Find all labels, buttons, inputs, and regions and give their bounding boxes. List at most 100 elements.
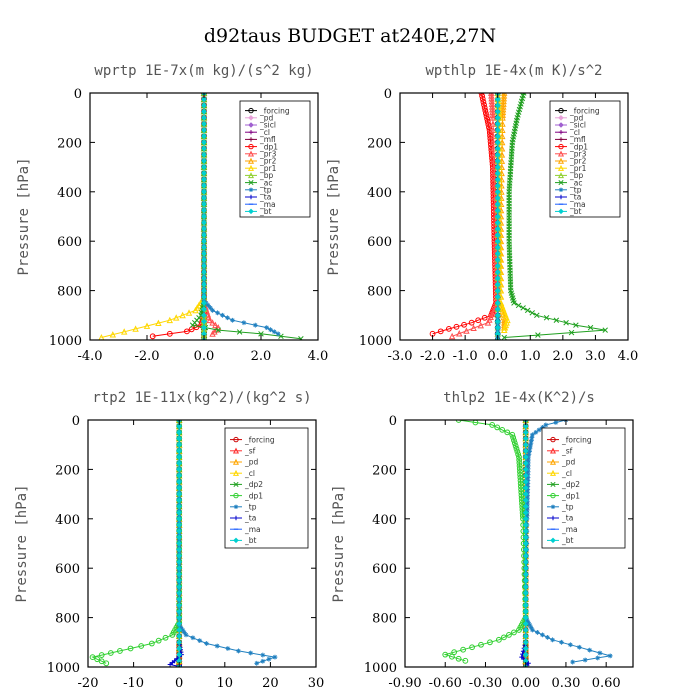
data-point	[183, 632, 189, 638]
data-point	[225, 646, 231, 651]
legend-item: _bt	[230, 536, 257, 545]
data-point	[522, 577, 529, 584]
data-point	[494, 256, 501, 263]
data-point	[540, 632, 545, 638]
legend-box	[239, 100, 311, 218]
data-point	[298, 336, 304, 340]
data-point	[516, 465, 523, 472]
data-point	[176, 522, 183, 528]
data-point	[495, 636, 502, 643]
y-tick-label: 1000	[49, 334, 82, 349]
data-point	[522, 466, 529, 473]
legend-item: _bp	[555, 171, 584, 180]
legend-marker	[248, 137, 254, 142]
data-point	[176, 596, 183, 603]
legend-label: _cl	[569, 128, 580, 137]
legend-label: _dp1	[569, 142, 588, 151]
data-point	[524, 501, 530, 507]
legend-marker	[233, 515, 239, 521]
data-point	[499, 426, 506, 433]
legend-item: _mfl	[245, 135, 276, 144]
data-point	[449, 653, 455, 660]
legend-marker	[550, 481, 556, 487]
data-point	[525, 478, 531, 483]
plot-frame	[87, 419, 317, 668]
legend-label: _pr1	[259, 164, 277, 173]
data-point	[176, 620, 183, 627]
legend-box	[549, 100, 621, 218]
data-point	[201, 120, 207, 127]
data-point	[525, 463, 531, 469]
data-point	[180, 627, 186, 633]
data-point	[442, 651, 449, 658]
legend-marker	[550, 504, 556, 509]
legend-label: _tp	[244, 503, 257, 512]
data-point	[522, 435, 529, 442]
data-point	[185, 309, 193, 316]
data-point	[201, 182, 207, 189]
data-point	[212, 321, 219, 329]
legend-item: _tp	[555, 186, 582, 195]
legend-marker	[558, 107, 564, 114]
data-point	[607, 653, 613, 659]
y-tick-label: 800	[367, 285, 392, 300]
data-point	[176, 484, 183, 491]
data-point	[201, 306, 207, 313]
data-point	[488, 100, 496, 107]
y-tick-label: 1000	[364, 661, 397, 676]
legend-label: _cl	[259, 128, 270, 137]
data-point	[494, 151, 501, 158]
data-point	[437, 328, 444, 335]
data-point	[524, 307, 531, 314]
legend-label: _ta	[561, 514, 573, 523]
series-dp1	[429, 93, 499, 337]
data-point	[522, 503, 529, 510]
data-point	[120, 328, 128, 335]
data-point	[526, 449, 532, 454]
data-point	[522, 645, 529, 652]
x-tick-label: -0.60	[429, 676, 462, 691]
data-point	[201, 114, 207, 121]
data-point	[176, 651, 183, 658]
legend-marker	[233, 481, 239, 487]
legend-marker	[550, 537, 556, 544]
legend-label: _ma	[569, 200, 586, 209]
data-point	[489, 111, 496, 118]
data-point	[483, 113, 490, 120]
data-point	[494, 164, 501, 171]
data-point	[518, 486, 525, 493]
data-point	[522, 596, 529, 603]
data-point	[176, 546, 183, 553]
legend-label: _bt	[561, 536, 574, 545]
x-tick-label: 0.0	[487, 349, 508, 364]
data-point	[201, 250, 207, 257]
data-point	[192, 306, 199, 314]
data-point	[201, 318, 207, 325]
legend-label: _sicl	[259, 121, 276, 130]
data-point	[489, 108, 496, 116]
legend-item: _mfl	[555, 135, 586, 144]
legend-item: _tp	[230, 503, 257, 512]
data-point	[525, 457, 531, 463]
x-tick-label: 4.0	[618, 349, 639, 364]
legend-marker	[550, 515, 556, 521]
legend-item: _pr3	[245, 150, 277, 159]
data-point	[266, 656, 272, 662]
legend-marker	[248, 194, 254, 200]
data-point	[481, 314, 488, 321]
data-point	[271, 329, 277, 335]
data-point	[550, 637, 555, 643]
data-point	[132, 325, 139, 332]
data-point	[499, 120, 506, 127]
legend-label: _mfl	[569, 135, 586, 144]
legend-label: _sicl	[569, 121, 586, 130]
data-point	[189, 322, 196, 328]
data-point	[528, 440, 534, 446]
legend-label: _tp	[561, 503, 574, 512]
x-tick-label: -4.0	[77, 349, 102, 364]
data-point	[494, 133, 501, 140]
legend-item: _ta	[547, 514, 573, 523]
data-point	[461, 321, 467, 328]
data-point	[522, 441, 529, 448]
data-point	[94, 656, 101, 663]
